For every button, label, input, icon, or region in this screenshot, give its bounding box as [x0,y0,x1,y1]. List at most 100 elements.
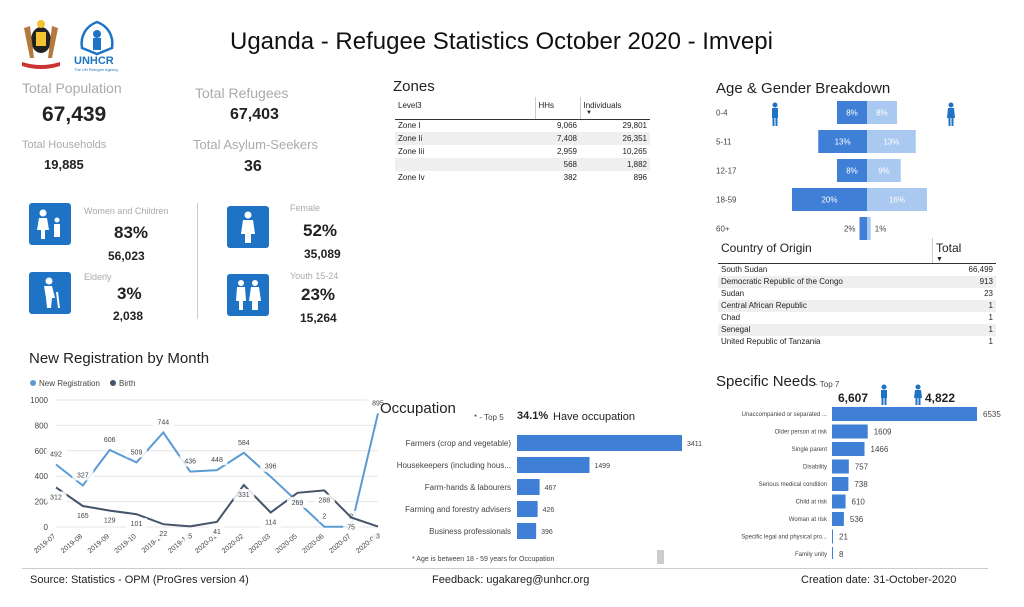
elderly-icon [29,272,71,314]
country-table: Country of Origin Total South Sudan 66,49… [718,238,996,348]
x-tick-label: 2019-07 [33,533,57,555]
zone-hhs: 568 [535,158,580,171]
occupation-have-pct: 34.1% [517,410,549,422]
age-bar-left [859,217,867,240]
female-icon-head [948,102,954,108]
age-data-label-right: 1% [875,225,887,234]
data-label-bg [126,446,147,458]
bar [832,512,844,526]
category-label: Farm-hands & labourers [425,483,511,492]
specific-needs-top-note: - Top 7 [815,380,840,389]
zone-hhs: 9,066 [556,121,577,131]
youth-label: Youth 15-24 [290,271,339,281]
female-small-icon [912,384,924,411]
uganda-coat-of-arms-logo [16,18,66,70]
elderly-count: 2,038 [113,309,144,323]
footer-divider [22,568,988,569]
zone-hhs: 2,959 [556,147,577,156]
category-label: Family unity [795,552,827,558]
x-tick-label: 2019-08 [60,533,84,555]
elderly-label: Elderly [84,272,112,282]
sort-desc-icon[interactable]: ▼ [936,256,943,263]
zone-individuals: 26,351 [580,132,650,145]
women-children-count: 56,023 [108,249,145,263]
zones-header-individuals[interactable]: Individuals [580,97,650,120]
data-label-bg [209,525,225,537]
data-label: 1466 [871,445,889,454]
data-label-bg [155,528,172,540]
registration-title: New Registration by Month [29,350,210,367]
zone-name: Zone Iii [398,147,425,156]
female-icon-body [947,108,955,118]
occupation-top-note: * - Top 5 [474,413,504,422]
data-label: 312 [50,494,62,501]
youth-pct: 23% [301,285,336,304]
specific-needs-title: Specific Needs [716,373,817,390]
data-label-bg [318,510,330,522]
zones-table: Level3 HHs Individuals Zone I 9,066 29,801… [395,97,650,184]
age-data-label-left: 8% [846,167,858,176]
male-icon-head [772,102,778,108]
country-header-total[interactable]: Total [936,241,962,255]
data-label: 6535 [983,410,1001,419]
unhcr-logo-subtext: The UN Refugee Agency [74,67,119,72]
zone-name [395,158,535,171]
x-tick-label: 2020-03 [248,533,272,555]
age-bar-right [867,217,871,240]
data-label-bg [372,530,384,542]
page-title: Uganda - Refugee Statistics October 2020… [230,28,773,55]
bar [832,547,833,559]
bar [517,479,540,495]
country-header-label[interactable]: Country of Origin [718,238,933,263]
zone-individuals: 1,882 [580,158,650,171]
unhcr-logo [72,18,122,70]
country-table-header: Country of Origin Total [718,238,996,264]
bar [832,442,865,456]
category-label: Woman at risk [789,517,828,523]
data-label: 1609 [874,428,892,437]
data-label-bg [313,494,335,506]
table-row: Democratic Republic of the Congo 913 [718,276,996,288]
table-row: Zone I 9,066 29,801 [395,119,650,132]
y-tick-label: 600 [35,447,49,456]
bar [832,459,849,474]
total-population-label: Total Population [22,80,122,96]
male-count: 6,607 [838,391,869,405]
data-label-bg [184,530,196,542]
data-label-bg [99,514,121,526]
scrollbar[interactable] [657,550,664,564]
data-label-bg [179,455,201,467]
data-label-bg [45,448,67,460]
zone-name: Zone Iv [398,173,425,182]
zone-name: Zone Ii [395,132,535,145]
data-label-bg [260,516,282,528]
data-label: 269 [292,500,304,507]
x-tick-label: 2019-10 [114,533,138,555]
bar [832,407,977,421]
data-label-bg [343,521,360,533]
data-label-bg [152,416,174,428]
female-icon-leg [948,118,951,126]
data-label: 509 [131,449,143,456]
zone-individuals: 896 [633,173,647,182]
female-icon [227,206,269,248]
female-count: 4,822 [925,391,956,405]
age-data-label-left: 8% [846,109,858,118]
footer-feedback[interactable]: Feedback: ugakareg@unhcr.org [432,574,590,586]
country-name: South Sudan [721,265,768,274]
country-name: United Republic of Tanzania [721,337,821,346]
data-label: 448 [211,457,223,464]
zones-header-level[interactable]: Level3 [395,97,536,120]
women-children-icon [29,203,71,245]
zones-header-hhs[interactable]: HHs [535,97,581,120]
country-total: 1 [988,301,993,310]
age-tick-label: 18-59 [716,196,737,205]
data-label: 327 [77,472,89,479]
male-icon-leg [772,118,775,126]
sort-desc-icon[interactable]: ▼ [586,110,592,116]
data-label: 41 [213,529,221,536]
y-tick-label: 1000 [30,396,48,405]
female-gender-icon [947,102,955,126]
age-bar-left [792,188,867,211]
total-asylum-label: Total Asylum-Seekers [193,137,318,152]
